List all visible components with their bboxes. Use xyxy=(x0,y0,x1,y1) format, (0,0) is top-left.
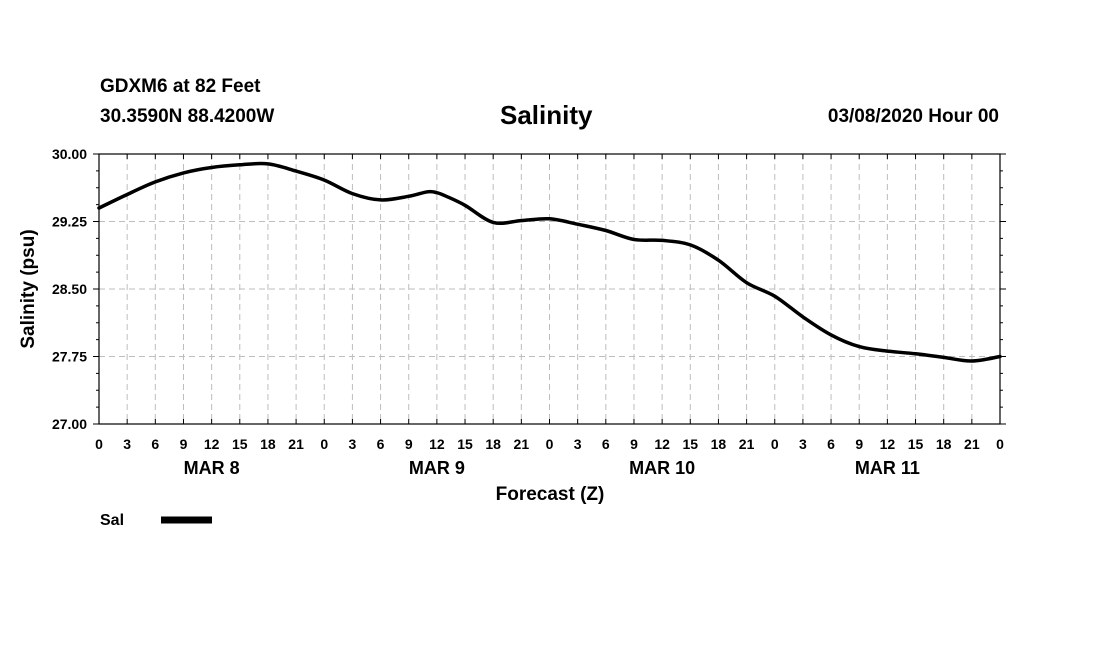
x-axis-title: Forecast (Z) xyxy=(496,484,605,505)
x-tick-label: 3 xyxy=(349,436,357,452)
y-tick-labels: 27.00 27.75 28.50 29.25 30.00 xyxy=(52,146,87,432)
y-axis-title: Salinity (psu) xyxy=(18,229,39,348)
chart-title: Salinity xyxy=(500,100,593,130)
x-tick-label: 9 xyxy=(180,436,188,452)
x-tick-label: 0 xyxy=(546,436,554,452)
y-tick-label: 30.00 xyxy=(52,146,87,162)
x-tick-label: 3 xyxy=(123,436,131,452)
legend-label-sal: Sal xyxy=(100,512,124,529)
series-line-sal xyxy=(97,161,1002,363)
x-tick-label: 6 xyxy=(602,436,610,452)
x-tick-label: 9 xyxy=(630,436,638,452)
legend: Sal xyxy=(100,512,212,529)
x-tick-label: 15 xyxy=(457,436,473,452)
x-tick-label: 0 xyxy=(996,436,1004,452)
x-tick-label: 0 xyxy=(320,436,328,452)
day-label: MAR 11 xyxy=(855,458,920,478)
x-tick-label: 9 xyxy=(855,436,863,452)
x-tick-label: 21 xyxy=(514,436,530,452)
forecast-date: 03/08/2020 Hour 00 xyxy=(827,106,999,127)
x-tick-label: 0 xyxy=(95,436,103,452)
station-name: GDXM6 at 82 Feet xyxy=(100,76,261,97)
x-tick-label: 18 xyxy=(936,436,952,452)
y-tick-label: 28.50 xyxy=(52,281,87,297)
x-tick-label: 15 xyxy=(682,436,698,452)
day-label: MAR 10 xyxy=(629,458,695,478)
x-tick-label: 21 xyxy=(288,436,304,452)
x-tick-label: 12 xyxy=(204,436,220,452)
station-coordinates: 30.3590N 88.4200W xyxy=(100,106,275,127)
x-tick-label: 9 xyxy=(405,436,413,452)
x-tick-label: 18 xyxy=(711,436,727,452)
x-tick-label: 21 xyxy=(739,436,755,452)
grid-lines xyxy=(99,154,1000,424)
x-tick-label: 3 xyxy=(574,436,582,452)
y-tick-label: 27.00 xyxy=(52,416,87,432)
day-labels: MAR 8 MAR 9 MAR 10 MAR 11 xyxy=(184,458,920,478)
x-tick-label: 15 xyxy=(908,436,924,452)
x-tick-label: 0 xyxy=(771,436,779,452)
x-tick-label: 12 xyxy=(429,436,445,452)
x-tick-label: 15 xyxy=(232,436,248,452)
y-tick-label: 27.75 xyxy=(52,349,87,365)
x-tick-label: 18 xyxy=(260,436,276,452)
x-tick-label: 21 xyxy=(964,436,980,452)
x-tick-label: 3 xyxy=(799,436,807,452)
day-label: MAR 9 xyxy=(409,458,465,478)
y-tick-label: 29.25 xyxy=(52,214,87,230)
x-tick-label: 18 xyxy=(485,436,501,452)
day-label: MAR 8 xyxy=(184,458,240,478)
x-tick-label: 6 xyxy=(827,436,835,452)
x-tick-label: 6 xyxy=(151,436,159,452)
x-tick-label: 12 xyxy=(654,436,670,452)
plot-frame xyxy=(98,153,1001,425)
x-tick-label: 6 xyxy=(377,436,385,452)
x-tick-labels: 0 3 6 9 12 15 18 21 0 3 6 9 12 15 18 21 0 3 6 9 12 15 18 21 0 3 6 9… xyxy=(95,436,1004,452)
x-tick-label: 12 xyxy=(880,436,896,452)
